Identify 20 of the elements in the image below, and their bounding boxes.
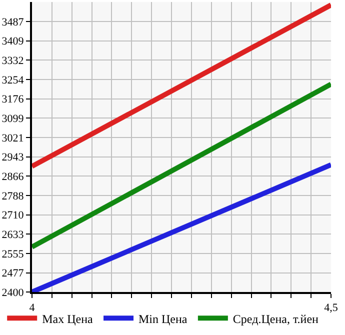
y-tick-label: 3409 — [2, 36, 24, 48]
legend-label: Сред.Цена, т.йен — [232, 312, 320, 326]
y-tick-label: 2633 — [2, 228, 24, 241]
y-tick-label: 3487 — [2, 16, 24, 28]
x-tick-label: 4,5 — [324, 302, 338, 314]
y-tick-label: 3254 — [2, 74, 24, 86]
y-tick-label: 3176 — [2, 94, 24, 106]
y-tick-label: 2477 — [2, 268, 24, 280]
y-tick-label: 2400 — [2, 286, 24, 299]
legend-label: Max Цена — [42, 312, 94, 326]
y-tick-label: 3099 — [2, 112, 24, 125]
y-tick-label: 3021 — [2, 132, 24, 144]
legend-label: Min Цена — [138, 312, 188, 326]
y-tick-label: 2710 — [2, 210, 24, 222]
y-tick-label: 2788 — [2, 190, 24, 202]
y-tick-label: 2866 — [2, 170, 24, 183]
y-tick-label: 2555 — [2, 248, 24, 260]
y-tick-label: 3332 — [2, 54, 24, 67]
y-tick-label: 2943 — [2, 152, 24, 164]
x-tick-label: 4 — [29, 302, 36, 314]
